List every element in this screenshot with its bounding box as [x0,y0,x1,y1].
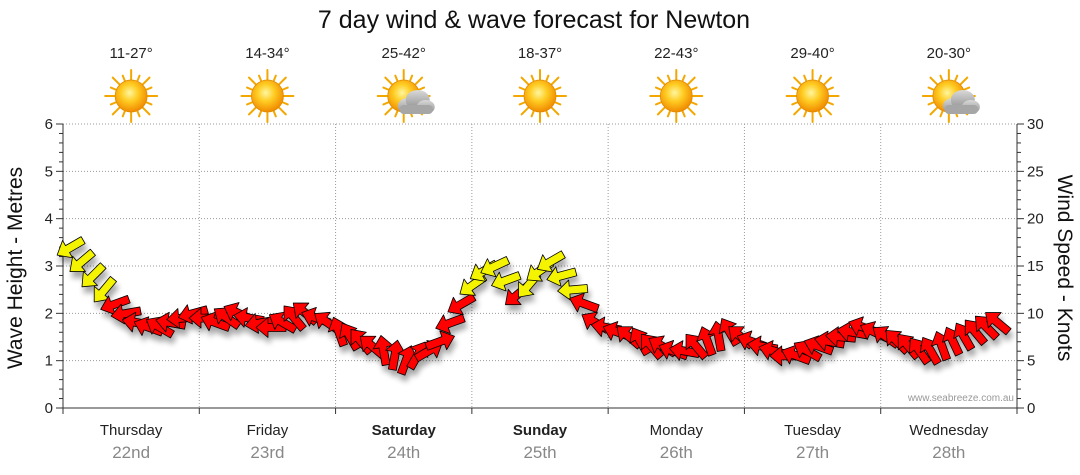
temperature-label: 29-40° [790,45,834,62]
wind-arrow [793,340,823,363]
wind-arrow [81,262,107,288]
wind-arrow [491,271,522,292]
wind-arrow [69,248,96,272]
day-date-label: 22nd [112,443,150,462]
wind-arrow [569,292,600,313]
partly-cloudy-icon [376,69,435,123]
wind-arrow [964,319,988,346]
sunny-icon [649,69,704,123]
weather-row: 11-27° 14-34° 25-42° 18-37° 22-43° 29-40° 20-3… [104,45,980,123]
day-date-label: 26th [660,443,693,462]
wind-arrow [557,279,589,301]
right-axis-title: Wind Speed - Knots [1053,175,1076,362]
day-name-label: Saturday [372,422,437,439]
wind-arrow [56,236,86,259]
wind-arrow [985,312,1012,336]
sunny-icon [240,69,295,123]
day-name-label: Friday [247,422,289,439]
day-date-label: 27th [796,443,829,462]
left-tick-label: 6 [45,116,53,133]
sunny-icon [104,69,159,123]
day-name-label: Tuesday [784,422,841,439]
left-tick-label: 2 [45,305,53,322]
wind-arrow [974,315,1000,341]
sunny-icon [785,69,840,123]
right-tick-label: 15 [1027,258,1044,275]
left-tick-label: 1 [45,353,53,370]
wind-arrow [953,322,976,352]
day-date-label: 24th [387,443,420,462]
temperature-label: 11-27° [110,45,153,62]
right-tick-label: 0 [1027,400,1035,417]
wind-arrow [803,335,835,356]
temperature-label: 25-42° [382,45,426,62]
wind-arrow [919,336,942,366]
wind-arrows [56,236,1012,376]
left-tick-label: 5 [45,163,53,180]
right-tick-label: 20 [1027,211,1044,228]
wind-arrow [385,339,406,371]
sunny-icon [513,69,567,123]
day-date-label: 28th [932,443,965,462]
day-date-label: 23rd [250,443,284,462]
wind-arrow [536,250,566,273]
day-name-label: Sunday [513,422,568,439]
right-tick-label: 5 [1027,353,1035,370]
left-tick-label: 4 [45,211,53,228]
chart-title: 7 day wind & wave forecast for Newton [318,6,750,34]
right-tick-label: 30 [1027,116,1044,133]
wind-arrow [480,256,511,278]
grid-lines [63,123,1017,408]
axis-labels: 0 1 2 3 4 5 6 0 5 10 15 20 25 30 Thursday 22nd Friday 23r… [45,116,1044,462]
wind-arrow [424,330,455,351]
wind-arrow [546,266,578,287]
axes [56,123,1024,414]
left-axis-title: Wave Height - Metres [4,167,27,369]
day-name-label: Wednesday [909,422,988,439]
cloud-shape [397,90,435,114]
wind-arrow [435,313,466,334]
left-tick-label: 0 [45,400,53,417]
wind-arrow [685,333,709,361]
temperature-label: 14-34° [245,45,289,62]
right-tick-label: 10 [1027,305,1044,322]
day-name-label: Thursday [100,422,163,439]
day-date-label: 25th [523,443,556,462]
left-tick-label: 3 [45,258,53,275]
wind-arrow [93,276,117,303]
day-name-label: Monday [650,422,704,439]
cloud-shape [942,90,980,114]
wind-arrow [100,294,131,316]
temperature-label: 20-30° [927,45,971,62]
temperature-label: 22-43° [654,45,698,62]
partly-cloudy-icon [921,69,980,123]
right-tick-label: 25 [1027,163,1044,180]
wind-arrow [283,305,307,332]
credit-text: www.seabreeze.com.au [907,393,1014,404]
temperature-label: 18-37° [518,45,562,62]
wind-arrow [146,316,175,339]
